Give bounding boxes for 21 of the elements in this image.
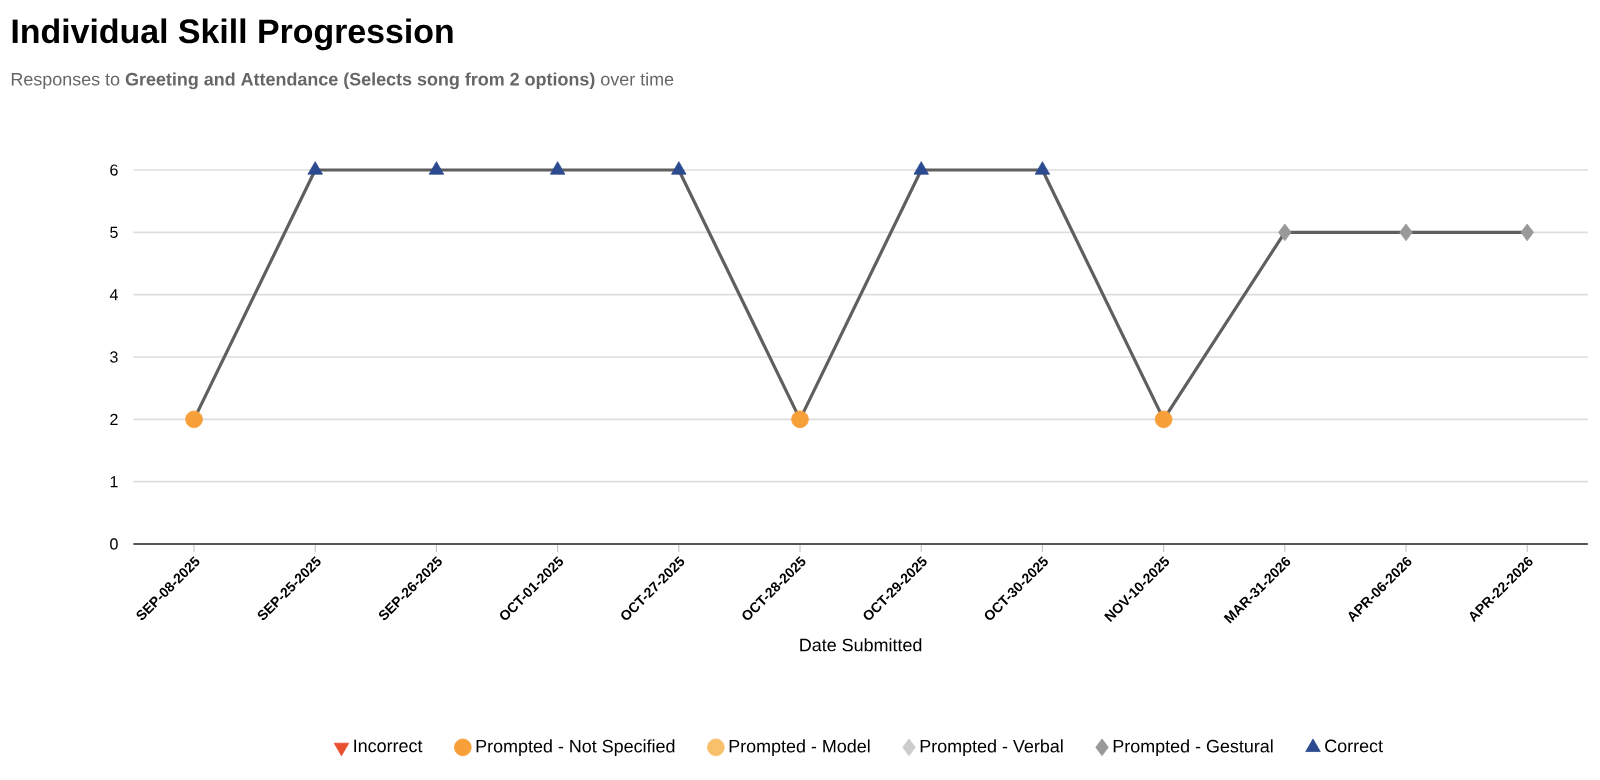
x-axis-title: Date Submitted xyxy=(800,638,922,652)
chart-title: Individual Skill Progression xyxy=(12,18,453,51)
point xyxy=(1278,223,1292,242)
point xyxy=(791,410,809,429)
chart-subtitle: Responses to Greeting and Attendance (Selects song from 2 options) over time xyxy=(11,72,674,90)
legend-label: Prompted - Not Specified xyxy=(476,739,675,757)
legend-label: Prompted - Gestural xyxy=(1113,739,1273,757)
point xyxy=(428,161,445,175)
point xyxy=(1034,161,1051,175)
point xyxy=(185,410,203,429)
point xyxy=(1399,223,1413,242)
legend-label: Incorrect xyxy=(354,739,423,753)
point xyxy=(549,161,566,175)
point xyxy=(1520,223,1534,242)
legend-label: Prompted - Model xyxy=(729,739,870,757)
point xyxy=(1154,410,1173,429)
point xyxy=(913,161,929,175)
legend-label: Prompted - Verbal xyxy=(920,739,1063,757)
point xyxy=(307,161,323,175)
legend-label: Correct xyxy=(1325,739,1383,753)
point xyxy=(671,161,687,175)
